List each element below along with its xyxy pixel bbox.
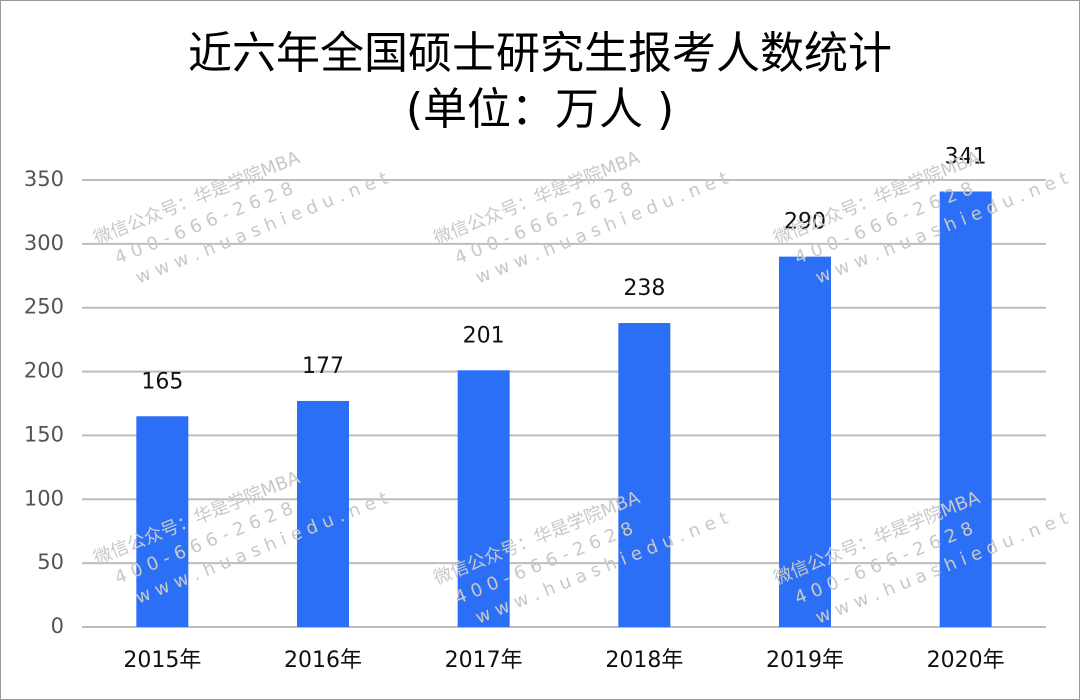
y-tick-label: 200 xyxy=(24,359,64,383)
y-tick-label: 300 xyxy=(24,231,64,255)
y-tick-label: 250 xyxy=(24,295,64,319)
value-label: 177 xyxy=(302,354,344,379)
x-tick-label: 2020年 xyxy=(927,648,1005,673)
bar xyxy=(457,370,510,627)
bar xyxy=(618,323,671,627)
x-tick-label: 2015年 xyxy=(123,648,201,673)
y-tick-label: 0 xyxy=(51,614,64,638)
bar xyxy=(136,416,189,627)
bar xyxy=(297,400,349,627)
y-tick-label: 50 xyxy=(37,550,64,574)
value-label: 238 xyxy=(623,276,665,301)
x-tick-label: 2019年 xyxy=(766,648,844,673)
x-tick-label: 2017年 xyxy=(445,648,523,673)
value-label: 201 xyxy=(463,323,505,348)
x-tick-label: 2018年 xyxy=(605,648,683,673)
value-label: 341 xyxy=(945,144,987,169)
value-label: 290 xyxy=(784,210,826,235)
y-tick-label: 350 xyxy=(24,167,64,191)
y-tick-label: 150 xyxy=(24,422,64,446)
y-tick-label: 100 xyxy=(24,486,64,510)
bar xyxy=(779,256,831,627)
chart-title: 近六年全国硕士研究生报考人数统计 xyxy=(188,28,892,79)
value-label: 165 xyxy=(141,369,183,394)
x-tick-label: 2016年 xyxy=(284,648,362,673)
bar xyxy=(939,191,992,627)
chart-subtitle: (单位：万人 ) xyxy=(406,84,674,135)
